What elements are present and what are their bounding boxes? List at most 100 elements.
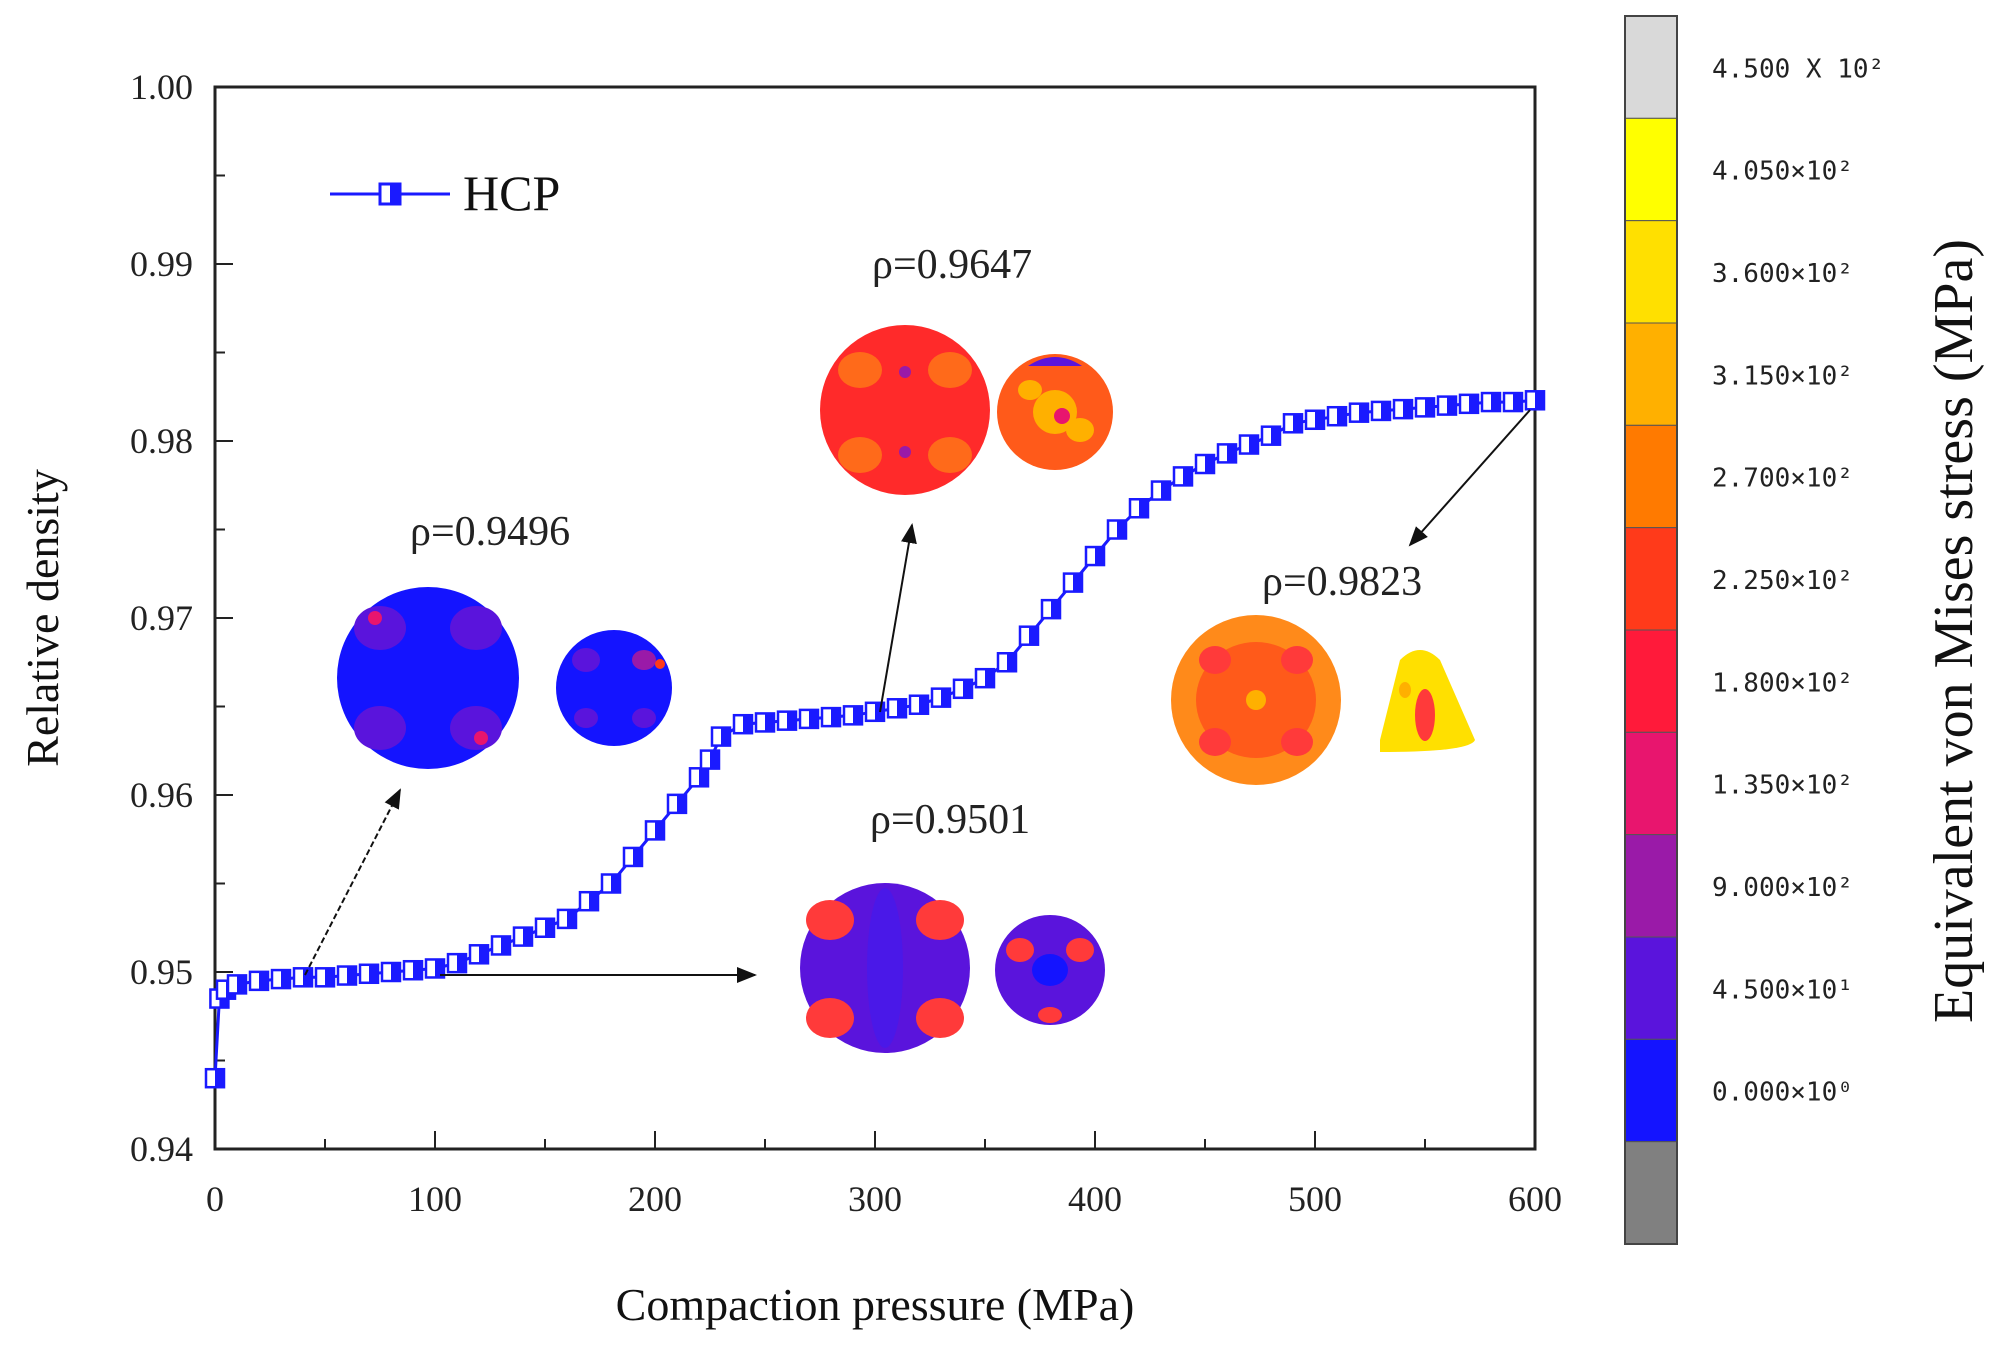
- colorbar-swatch: [1624, 15, 1678, 119]
- colorbar-label: 3.600×10²: [1712, 259, 1853, 289]
- colorbar-title: Equivalent von Mises stress (MPa): [1923, 239, 1985, 1023]
- data-point-fill: [479, 945, 488, 964]
- y-tick-label: 0.97: [130, 598, 193, 638]
- colorbar-label: 0.000×10⁰: [1712, 1078, 1853, 1108]
- data-point-fill: [985, 669, 994, 688]
- arrow-09823: [1408, 409, 1531, 547]
- data-point-fill: [501, 936, 510, 955]
- data-point-fill: [215, 1069, 224, 1088]
- x-axis-ticks: 0 100 200 300 400 500 600: [206, 1131, 1562, 1219]
- data-point-fill: [1491, 393, 1500, 412]
- data-point-fill: [523, 927, 532, 946]
- y-tick-label: 0.96: [130, 775, 193, 815]
- y-tick-label: 0.98: [130, 421, 193, 461]
- data-point-fill: [1447, 396, 1456, 415]
- data-point-fill: [721, 727, 730, 746]
- colorbar-swatch: [1624, 936, 1678, 1040]
- legend-label: HCP: [463, 165, 560, 221]
- colorbar-swatch: [1624, 629, 1678, 733]
- data-point-fill: [941, 688, 950, 707]
- colorbar-label: 3.150×10²: [1712, 361, 1853, 391]
- data-point-fill: [1007, 653, 1016, 672]
- data-point-fill: [413, 961, 422, 980]
- data-point-fill: [633, 847, 642, 866]
- data-point-fill: [853, 706, 862, 725]
- data-point-fill: [347, 966, 356, 985]
- data-point-fill: [1205, 455, 1214, 474]
- series-line: [213, 398, 1536, 1079]
- colorbar-swatch: [1624, 1141, 1678, 1245]
- contour-inset-09823: [1171, 615, 1475, 785]
- data-point-fill: [1161, 481, 1170, 500]
- legend-marker-fill: [390, 184, 400, 204]
- data-point-fill: [1315, 410, 1324, 429]
- y-axis-ticks: 0.94 0.95 0.96 0.97 0.98 0.99 1.00: [130, 67, 233, 1169]
- y-tick-label: 0.95: [130, 952, 193, 992]
- x-tick-label: 400: [1068, 1179, 1122, 1219]
- data-point-fill: [1227, 444, 1236, 463]
- colorbar-swatch: [1624, 220, 1678, 324]
- colorbar-label: 4.500×10¹: [1712, 975, 1853, 1005]
- colorbar-swatch: [1624, 1038, 1678, 1143]
- data-point-fill: [1469, 394, 1478, 413]
- data-point-fill: [655, 821, 664, 840]
- data-point-fill: [765, 713, 774, 732]
- annotation-09501: ρ=0.9501: [870, 797, 1030, 843]
- series-hcp: [204, 390, 1546, 1089]
- colorbar-swatch: [1624, 424, 1678, 529]
- data-point-fill: [831, 708, 840, 727]
- colorbar-label: 2.250×10²: [1712, 566, 1853, 596]
- colorbar-label: 2.700×10²: [1712, 464, 1853, 494]
- y-tick-label: 0.99: [130, 244, 193, 284]
- colorbar-label: 9.000×10²: [1712, 873, 1853, 903]
- data-point-fill: [545, 918, 554, 937]
- arrow-09496: [304, 788, 401, 976]
- data-point-fill: [1513, 393, 1522, 412]
- data-point-fill: [699, 768, 708, 787]
- data-point-fill: [1183, 467, 1192, 486]
- data-point-fill: [259, 971, 268, 990]
- x-axis-label: Compaction pressure (MPa): [616, 1279, 1135, 1330]
- data-point-fill: [963, 679, 972, 698]
- data-point-fill: [1293, 414, 1302, 433]
- arrow-09647: [879, 523, 917, 713]
- contour-inset-09501: [800, 883, 1105, 1053]
- data-point-fill: [897, 699, 906, 718]
- data-point-fill: [1337, 407, 1346, 426]
- colorbar-label: 4.050×10²: [1712, 157, 1853, 187]
- colorbar-swatch: [1624, 322, 1678, 426]
- data-point-fill: [1051, 600, 1060, 619]
- x-tick-label: 100: [408, 1179, 462, 1219]
- colorbar-label: 1.350×10²: [1712, 771, 1853, 801]
- data-point-fill: [1381, 401, 1390, 420]
- colorbar-label: 4.500 X 10²: [1712, 54, 1884, 84]
- data-point-fill: [1029, 626, 1038, 645]
- data-point-fill: [369, 964, 378, 983]
- x-tick-label: 200: [628, 1179, 682, 1219]
- x-tick-label: 0: [206, 1179, 224, 1219]
- data-point-fill: [1271, 426, 1280, 445]
- y-tick-label: 1.00: [130, 67, 193, 107]
- data-point-fill: [325, 968, 334, 987]
- y-axis-label: Relative density: [17, 469, 68, 767]
- data-point-fill: [237, 975, 246, 994]
- data-point-fill: [567, 909, 576, 928]
- annotation-arrows: [304, 409, 1531, 983]
- data-point-fill: [1139, 499, 1148, 518]
- annotation-09496: ρ=0.9496: [410, 509, 570, 555]
- data-point-fill: [1117, 520, 1126, 539]
- data-point-fill: [589, 892, 598, 911]
- contour-inset-09647: [820, 325, 1113, 495]
- data-point-fill: [1073, 573, 1082, 592]
- colorbar-frame: [1624, 15, 1678, 1245]
- data-point-fill: [1249, 435, 1258, 454]
- contour-inset-09496: [337, 587, 672, 769]
- x-tick-label: 500: [1288, 1179, 1342, 1219]
- annotation-09647: ρ=0.9647: [872, 242, 1032, 288]
- data-point-fill: [1359, 403, 1368, 422]
- data-point-fill: [1095, 547, 1104, 566]
- data-point-fill: [1425, 398, 1434, 417]
- data-point-fill: [743, 715, 752, 734]
- colorbar-swatch: [1624, 527, 1678, 631]
